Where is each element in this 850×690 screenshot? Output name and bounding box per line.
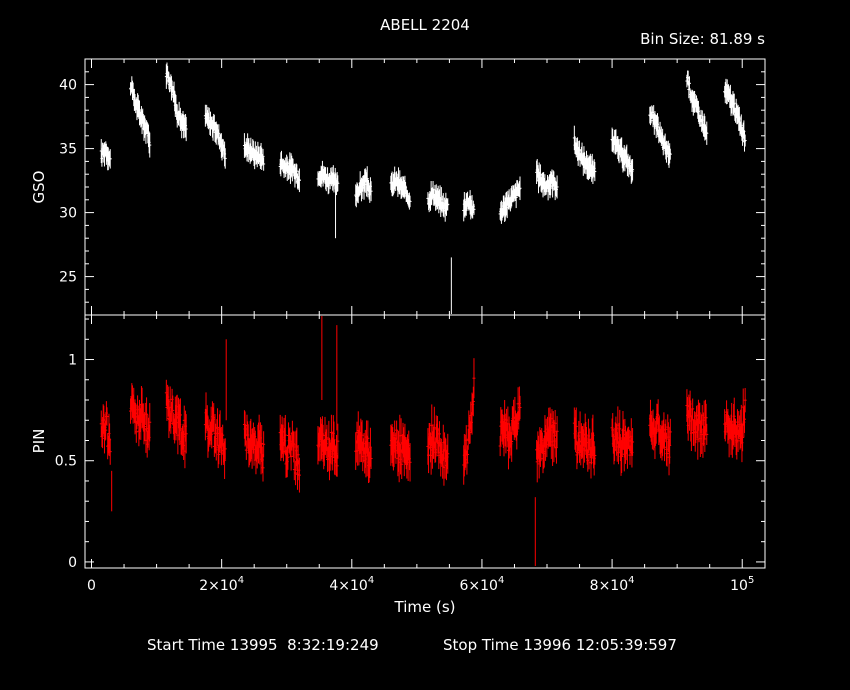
y-tick-label: 1 <box>68 353 77 369</box>
pin-segment <box>242 410 266 482</box>
pin-segment <box>164 379 188 469</box>
bin-size-label: Bin Size: 81.89 s <box>640 30 765 48</box>
pin-segment <box>426 404 450 486</box>
gso-segment <box>498 176 522 224</box>
pin-segment <box>648 399 672 476</box>
gso-segment <box>99 139 112 171</box>
pin-segment <box>572 407 597 479</box>
x-tick-label: 8×104 <box>590 575 635 594</box>
gso-axis-label: GSO <box>30 171 48 204</box>
x-tick-exponent: 4 <box>238 575 244 586</box>
gso-segment <box>316 160 340 196</box>
x-axis-tick-labels: 0 2×104 4×104 6×104 8×104 105 <box>87 575 754 594</box>
x-axis-label: Time (s) <box>394 598 456 616</box>
panel-frame <box>84 314 766 569</box>
x-tick-label: 0 <box>87 578 96 594</box>
pin-segment <box>498 386 522 470</box>
x-tick-label: 105 <box>730 575 754 594</box>
stop-time: Stop Time 13996 12:05:39:597 <box>443 636 677 654</box>
x-tick-mantissa: 10 <box>730 578 748 594</box>
x-tick-label: 6×104 <box>460 575 505 594</box>
pin-panel: 00.51 <box>55 314 766 571</box>
y-tick-label: 0 <box>68 555 77 571</box>
x-tick-mantissa: 2×10 <box>199 578 237 594</box>
gso-segment <box>426 180 450 222</box>
gso-segment <box>164 62 188 142</box>
pin-segment <box>129 383 152 458</box>
gso-segment <box>685 70 709 145</box>
gso-segment <box>723 78 747 152</box>
gso-segment <box>610 127 635 184</box>
gso-segment <box>535 159 559 201</box>
gso-segment <box>203 104 227 169</box>
chart-title: ABELL 2204 <box>380 16 470 34</box>
gso-segment <box>354 166 373 208</box>
y-tick-label: 35 <box>59 142 77 158</box>
pin-segment <box>278 414 301 493</box>
pin-segment <box>685 389 709 460</box>
x-tick-exponent: 4 <box>368 575 374 586</box>
gso-segment <box>648 105 672 168</box>
pin-axis-label: PIN <box>30 429 48 454</box>
pin-segment <box>723 388 747 463</box>
y-tick-label: 30 <box>59 206 77 222</box>
start-time: Start Time 13995 8:32:19:249 <box>147 636 379 654</box>
pin-segment <box>610 406 635 476</box>
gso-panel: 25 30 35 40 <box>59 58 766 316</box>
y-tick-label: 0.5 <box>55 454 77 470</box>
pin-segment <box>462 358 476 485</box>
gso-segment <box>389 166 412 210</box>
gso-segment <box>242 133 266 171</box>
x-tick-mantissa: 4×10 <box>329 578 367 594</box>
gso-segment <box>462 190 476 222</box>
x-tick-label: 4×104 <box>329 575 374 594</box>
gso-segment <box>129 76 152 158</box>
x-tick-exponent: 4 <box>628 575 634 586</box>
pin-segment <box>389 414 412 483</box>
time-range-footer: Start Time 13995 8:32:19:249 Stop Time 1… <box>0 636 850 690</box>
x-tick-exponent: 5 <box>748 575 754 586</box>
pin-segment <box>99 401 112 465</box>
gso-segment <box>278 150 301 193</box>
pin-segment <box>535 407 559 483</box>
x-tick-label: 2×104 <box>199 575 244 594</box>
y-tick-label: 40 <box>59 78 77 94</box>
pin-segment <box>203 392 227 479</box>
x-tick-exponent: 4 <box>498 575 504 586</box>
gso-segment <box>572 125 597 185</box>
panel-frame <box>84 58 766 316</box>
x-tick-mantissa: 6×10 <box>460 578 498 594</box>
x-tick-mantissa: 8×10 <box>590 578 628 594</box>
x-tick-mantissa: 0 <box>87 578 96 594</box>
pin-segment <box>316 414 340 481</box>
pin-segment <box>354 411 373 484</box>
y-tick-label: 25 <box>59 270 77 286</box>
